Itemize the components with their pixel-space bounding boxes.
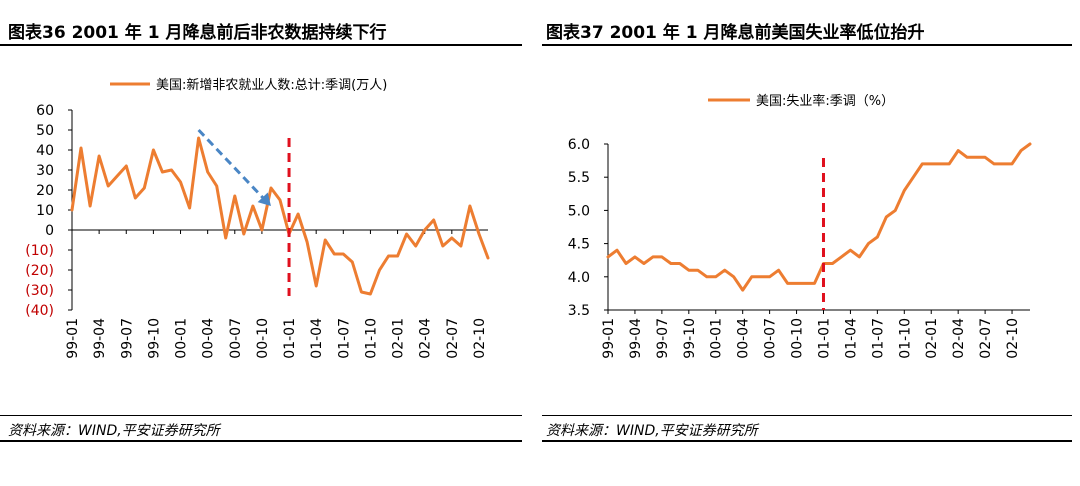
- x-tick-label: 02-10: [1005, 318, 1021, 359]
- y-tick-label: (20): [25, 263, 54, 279]
- x-tick-label: 00-01: [709, 318, 725, 359]
- x-tick-label: 01-04: [843, 318, 859, 359]
- x-tick-label: 02-04: [951, 318, 967, 359]
- x-tick-label: 99-01: [601, 318, 617, 359]
- x-tick-label: 99-04: [92, 318, 108, 359]
- x-tick-label: 02-01: [391, 318, 407, 359]
- y-tick-label: 10: [36, 203, 54, 219]
- x-tick-label: 01-04: [309, 318, 325, 359]
- trend-arrow-line: [197, 128, 269, 204]
- legend-label: 美国:失业率:季调（%）: [756, 93, 894, 109]
- y-tick-label: 3.5: [568, 303, 590, 319]
- x-tick-label: 01-01: [282, 318, 298, 359]
- y-tick-label: (10): [25, 243, 54, 259]
- series-line: [606, 142, 1032, 292]
- bottom-rule: [0, 440, 522, 442]
- x-tick-label: 00-07: [763, 318, 779, 359]
- y-tick-label: 0: [45, 223, 54, 239]
- x-tick-label: 02-01: [924, 318, 940, 359]
- x-tick-label: 01-07: [870, 318, 886, 359]
- y-tick-label: (30): [25, 283, 54, 299]
- y-tick-label: (40): [25, 303, 54, 319]
- chart-title: 图表37 2001 年 1 月降息前美国失业率低位抬升: [546, 23, 925, 43]
- source-rule: [542, 415, 1072, 416]
- source-note: 资料来源：WIND,平安证券研究所: [8, 423, 220, 439]
- x-tick-label: 00-10: [255, 318, 271, 359]
- y-tick-label: 60: [36, 103, 54, 119]
- x-tick-label: 99-01: [65, 318, 81, 359]
- source-note: 资料来源：WIND,平安证券研究所: [546, 423, 758, 439]
- y-tick-label: 5.0: [568, 203, 590, 219]
- y-tick-label: 20: [36, 183, 54, 199]
- x-tick-label: 99-04: [628, 318, 644, 359]
- y-tick-label: 4.0: [568, 270, 590, 286]
- x-tick-label: 02-10: [472, 318, 488, 359]
- bottom-rule: [542, 440, 1072, 442]
- y-tick-label: 50: [36, 123, 54, 139]
- legend-label: 美国:新增非农就业人数:总计:季调(万人): [156, 77, 387, 93]
- trend-arrow-head: [257, 192, 271, 206]
- title-rule: [0, 44, 522, 46]
- y-tick-label: 30: [36, 163, 54, 179]
- chart-left: 美国:新增非农就业人数:总计:季调(万人) 60 50 40 30 20 10 0 (10) (2…: [25, 77, 490, 359]
- x-tick-label: 00-07: [228, 318, 244, 359]
- x-tick-label: 01-10: [897, 318, 913, 359]
- x-tick-label: 99-07: [119, 318, 135, 359]
- y-tick-label: 4.5: [568, 237, 590, 253]
- x-tick-label: 00-04: [201, 318, 217, 359]
- x-tick-label: 99-07: [655, 318, 671, 359]
- x-tick-label: 00-04: [736, 318, 752, 359]
- title-rule: [542, 44, 1072, 46]
- x-tick-label: 00-01: [174, 318, 190, 359]
- x-tick-label: 01-10: [363, 318, 379, 359]
- x-tick-label: 99-10: [682, 318, 698, 359]
- x-tick-label: 02-07: [445, 318, 461, 359]
- x-tick-label: 02-04: [418, 318, 434, 359]
- y-tick-label: 6.0: [568, 137, 590, 153]
- x-tick-label: 99-10: [146, 318, 162, 359]
- chart-title: 图表36 2001 年 1 月降息前后非农数据持续下行: [8, 23, 387, 43]
- y-tick-label: 40: [36, 143, 54, 159]
- y-tick-label: 5.5: [568, 170, 590, 186]
- x-tick-label: 01-07: [336, 318, 352, 359]
- source-rule: [0, 415, 522, 416]
- x-tick-label: 00-10: [790, 318, 806, 359]
- x-tick-label: 01-01: [816, 318, 832, 359]
- x-tick-label: 02-07: [978, 318, 994, 359]
